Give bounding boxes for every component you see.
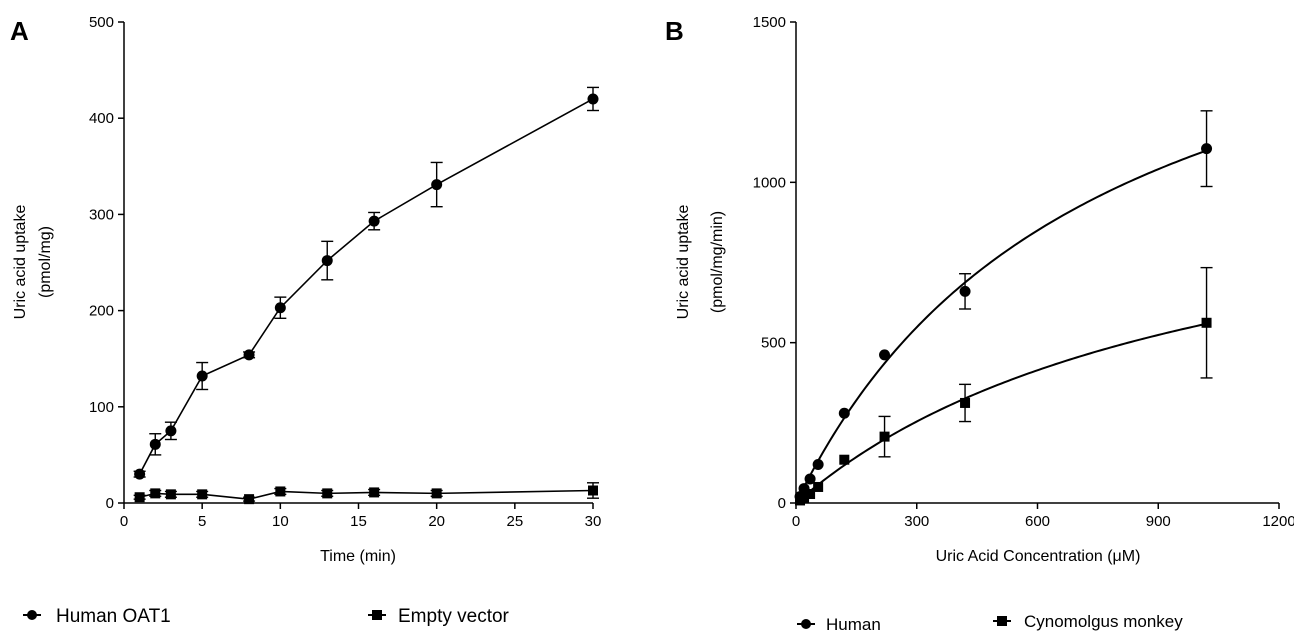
data-point-empty-vector [588,485,598,496]
x-tick-label: 0 [120,513,128,530]
legend-marker-circle [801,619,811,629]
y-tick-label: 300 [89,206,114,223]
series-group-b [794,110,1213,506]
y-tick-label: 500 [89,14,114,31]
series-line-human-oat1 [138,98,594,475]
y-ticks-a: 0 100 200 300 400 500 [89,14,124,512]
data-point-human-oat1 [165,425,177,437]
series-group-a [133,86,599,505]
panel-label-b: B [665,16,684,46]
data-point-empty-vector [369,487,380,498]
legend-item-cynomolgus-monkey: Cynomolgus monkey [993,612,1183,631]
legend-b: Human Cynomolgus monkey [797,612,1183,633]
data-point-cynomolgus-monkey [879,431,890,442]
legend-item-human: Human [797,615,881,633]
data-point-human-oat1 [431,179,443,191]
legend-label-cynomolgus-monkey: Cynomolgus monkey [1024,612,1183,631]
y-tick-label: 1500 [753,14,786,31]
x-axis-label-a: Time (min) [320,548,396,565]
data-point-empty-vector [244,494,255,505]
data-point-human-oat1 [321,255,333,267]
legend-marker-square [997,616,1007,626]
x-axis-label-b: Uric Acid Concentration (μM) [936,548,1141,565]
data-point-empty-vector [431,488,442,499]
x-tick-label: 1200 [1262,513,1294,530]
x-tick-label: 900 [1146,513,1171,530]
y-tick-label: 100 [89,399,114,416]
data-point-human [879,349,891,361]
legend-marker-circle [27,610,37,620]
legend-marker-square [372,610,382,620]
legend-label-human-oat1: Human OAT1 [56,606,171,627]
legend-item-empty-vector: Empty vector [368,606,510,627]
data-point-human [804,473,816,485]
series-line-empty-vector [139,489,594,500]
x-tick-label: 30 [585,513,602,530]
x-tick-label: 15 [350,513,367,530]
data-point-human-oat1 [243,349,255,361]
data-point-cynomolgus-monkey [799,493,810,504]
data-point-human-oat1 [587,93,599,105]
y-tick-label: 400 [89,110,114,127]
chart-panel-a: A 0 5 10 15 20 25 30 0 100 200 300 400 500 Time (mi… [10,14,601,627]
data-point-human [838,407,850,419]
legend-a: Human OAT1 Empty vector [23,606,510,627]
chart-panel-b: B 0 300 600 900 1200 0 500 1000 1500 Uric Acid … [665,14,1294,633]
data-point-human [959,285,971,297]
data-point-empty-vector [150,488,161,499]
y-axis-label-b-line1: Uric acid uptake [675,205,692,320]
x-ticks-b: 0 300 600 900 1200 [792,503,1294,530]
x-tick-label: 25 [506,513,523,530]
y-axis-label-b-line2: (pmol/mg/min) [709,211,726,313]
data-point-cynomolgus-monkey [960,397,971,408]
x-tick-label: 300 [904,513,929,530]
fit-curve-cynomolgus-monkey [795,322,1207,504]
legend-label-empty-vector: Empty vector [398,606,510,627]
x-ticks-a: 0 5 10 15 20 25 30 [120,503,602,530]
data-point-human-oat1 [134,468,146,480]
data-point-human [1201,143,1213,155]
data-point-human-oat1 [368,215,380,227]
x-tick-label: 10 [272,513,289,530]
data-point-cynomolgus-monkey [1201,317,1212,328]
legend-label-human: Human [826,615,881,633]
y-tick-label: 1000 [753,174,786,191]
y-axis-label-a-line2: (pmol/mg) [37,226,54,298]
data-point-human [812,459,824,471]
y-tick-label: 500 [761,335,786,352]
y-tick-label: 0 [778,495,786,512]
y-ticks-b: 0 500 1000 1500 [753,14,796,512]
data-point-cynomolgus-monkey [839,454,850,465]
y-axis-label-a-line1: Uric acid uptake [12,205,29,320]
data-point-human-oat1 [149,438,161,450]
panel-label-a: A [10,16,29,46]
data-point-cynomolgus-monkey [813,481,824,492]
data-point-empty-vector [197,489,208,500]
fit-curve-human [795,149,1207,504]
y-tick-label: 200 [89,303,114,320]
data-point-empty-vector [165,489,176,500]
data-point-empty-vector [275,486,286,497]
x-tick-label: 20 [428,513,445,530]
data-point-human-oat1 [274,302,286,314]
data-point-cynomolgus-monkey [805,489,816,500]
x-tick-label: 0 [792,513,800,530]
x-tick-label: 600 [1025,513,1050,530]
data-point-empty-vector [322,488,333,499]
x-tick-label: 5 [198,513,206,530]
data-point-empty-vector [134,492,145,503]
data-point-human-oat1 [196,370,208,382]
y-tick-label: 0 [106,495,114,512]
legend-item-human-oat1: Human OAT1 [23,606,171,627]
